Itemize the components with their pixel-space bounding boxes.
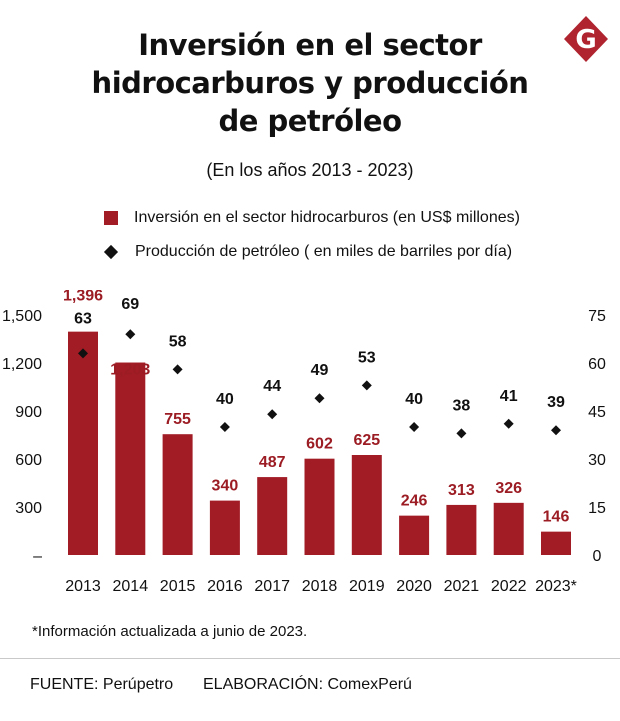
y-left-tick-label: 300 xyxy=(15,500,42,517)
y-right-tick-label: 30 xyxy=(588,452,606,469)
x-tick-label: 2017 xyxy=(254,578,290,595)
x-tick-label: 2015 xyxy=(160,578,196,595)
bar-value-label: 625 xyxy=(353,432,380,449)
production-marker xyxy=(551,425,561,436)
legend-swatch-diamond-icon xyxy=(103,244,119,260)
legend-label-investment: Inversión en el sector hidrocarburos (en… xyxy=(134,209,520,226)
bar xyxy=(68,331,98,555)
y-left-tick-label: – xyxy=(33,548,42,565)
bar-value-label: 1,203 xyxy=(110,362,150,379)
y-right-tick-label: 0 xyxy=(593,548,602,565)
title-line-3: de petróleo xyxy=(218,104,402,138)
x-tick-label: 2018 xyxy=(302,578,338,595)
production-value-label: 49 xyxy=(311,362,329,379)
bar xyxy=(399,515,430,555)
production-value-label: 63 xyxy=(74,311,92,328)
production-marker xyxy=(314,393,325,404)
production-marker xyxy=(361,380,372,391)
production-value-label: 40 xyxy=(405,391,423,408)
logo-hexagon xyxy=(564,16,608,62)
x-tick-label: 2023* xyxy=(535,578,577,595)
title-line-1: Inversión en el sector xyxy=(138,28,482,62)
x-tick-label: 2016 xyxy=(207,578,243,595)
y-left-tick-label: 1,500 xyxy=(2,308,42,325)
bar xyxy=(446,504,477,555)
bar-value-label: 340 xyxy=(212,478,239,495)
gestion-logo-icon: G xyxy=(564,16,608,62)
chart-subtitle: (En los años 2013 - 2023) xyxy=(206,160,414,180)
y-left-tick-label: 600 xyxy=(15,452,42,469)
bar-value-label: 1,396 xyxy=(63,290,103,305)
production-value-label: 41 xyxy=(500,388,518,405)
chart-title: Inversión en el sector hidrocarburos y p… xyxy=(60,26,560,140)
production-value-label: 38 xyxy=(453,397,471,414)
bar-value-label: 755 xyxy=(164,411,191,428)
x-tick-label: 2013 xyxy=(65,578,101,595)
x-tick-label: 2019 xyxy=(349,578,385,595)
bar-value-label: 487 xyxy=(259,454,286,471)
bar-value-label: 146 xyxy=(543,509,570,526)
y-left-tick-label: 1,200 xyxy=(2,356,42,373)
production-value-label: 53 xyxy=(358,349,376,366)
y-right-tick-label: 45 xyxy=(588,404,606,421)
bar-scatter-chart: – 300 600 900 1,200 1,500 0 15 30 45 60 75 2013 1,396… xyxy=(2,290,606,595)
production-marker xyxy=(78,348,88,359)
credit-text: ELABORACIÓN: ComexPerú xyxy=(203,676,412,693)
logo-letter: G xyxy=(575,25,596,55)
legend-label-production: Producción de petróleo ( en miles de bar… xyxy=(135,243,513,260)
x-tick-label: 2021 xyxy=(444,578,480,595)
legend-item-investment: Inversión en el sector hidrocarburos (en… xyxy=(104,208,520,228)
legend-item-production: Producción de petróleo ( en miles de bar… xyxy=(103,242,513,262)
bar xyxy=(493,502,524,555)
bar-value-label: 326 xyxy=(495,480,522,497)
bar xyxy=(541,531,571,555)
bar-value-label: 313 xyxy=(448,482,475,499)
production-value-label: 58 xyxy=(169,333,187,350)
y-left-tick-label: 900 xyxy=(15,404,42,421)
bar xyxy=(257,477,288,555)
production-marker xyxy=(172,364,183,375)
source-text: FUENTE: Perúpetro xyxy=(30,676,174,693)
bar-value-label: 602 xyxy=(306,436,333,453)
production-value-label: 40 xyxy=(216,391,234,408)
footnote: *Información actualizada a junio de 2023… xyxy=(32,623,308,640)
production-marker xyxy=(219,422,230,432)
bar xyxy=(209,500,240,555)
y-right-tick-label: 15 xyxy=(588,500,606,517)
bar xyxy=(304,458,335,555)
bar xyxy=(351,455,382,555)
y-right-tick-label: 60 xyxy=(588,356,606,373)
title-line-2: hidrocarburos y producción xyxy=(91,66,529,100)
bar xyxy=(115,362,146,555)
production-marker xyxy=(409,422,420,432)
x-tick-label: 2020 xyxy=(396,578,432,595)
production-marker xyxy=(267,409,278,420)
x-tick-label: 2014 xyxy=(113,578,149,595)
production-value-label: 69 xyxy=(121,296,139,313)
production-marker xyxy=(456,428,467,439)
bar xyxy=(162,434,193,555)
production-marker xyxy=(125,329,136,340)
bar-value-label: 246 xyxy=(401,493,428,510)
legend-swatch-square-icon xyxy=(104,211,118,225)
production-value-label: 39 xyxy=(547,394,565,411)
x-tick-label: 2022 xyxy=(491,578,527,595)
footer-divider xyxy=(0,658,620,659)
production-value-label: 44 xyxy=(263,378,281,395)
production-marker xyxy=(503,418,514,429)
y-right-tick-label: 75 xyxy=(588,308,606,325)
